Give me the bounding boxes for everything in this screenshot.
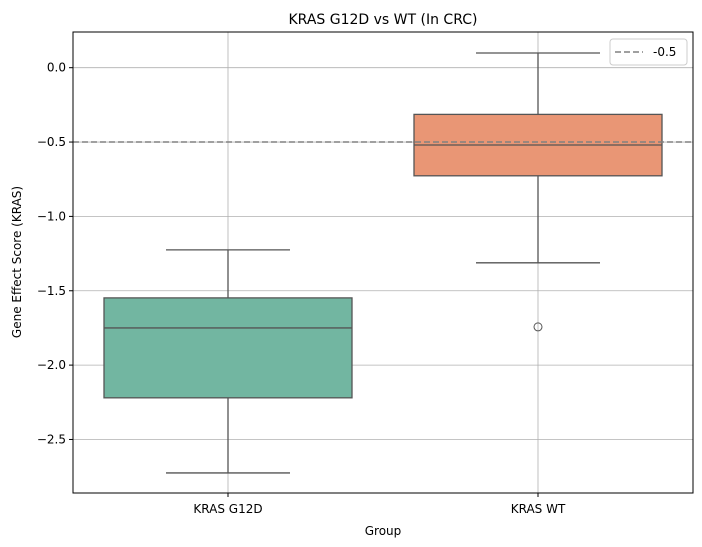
x-tick-label: KRAS WT bbox=[511, 502, 566, 516]
x-axis-label: Group bbox=[365, 524, 402, 538]
legend-box bbox=[609, 38, 688, 66]
y-tick-label: 0.0 bbox=[47, 61, 66, 75]
y-tick-label: −2.5 bbox=[37, 432, 66, 446]
y-tick-label: −2.0 bbox=[37, 358, 66, 372]
y-tick-label: −1.0 bbox=[37, 209, 66, 223]
chart-title: KRAS G12D vs WT (In CRC) bbox=[289, 12, 478, 28]
legend-label: -0.5 bbox=[653, 45, 676, 59]
y-axis-label: Gene Effect Score (KRAS) bbox=[10, 186, 24, 338]
y-tick-label: −0.5 bbox=[37, 135, 66, 149]
y-tick-label: −1.5 bbox=[37, 284, 66, 298]
x-tick-label: KRAS G12D bbox=[193, 502, 262, 516]
outlier-point bbox=[533, 322, 543, 332]
plot-frame bbox=[72, 31, 694, 494]
box-kras-g12d bbox=[103, 297, 353, 399]
